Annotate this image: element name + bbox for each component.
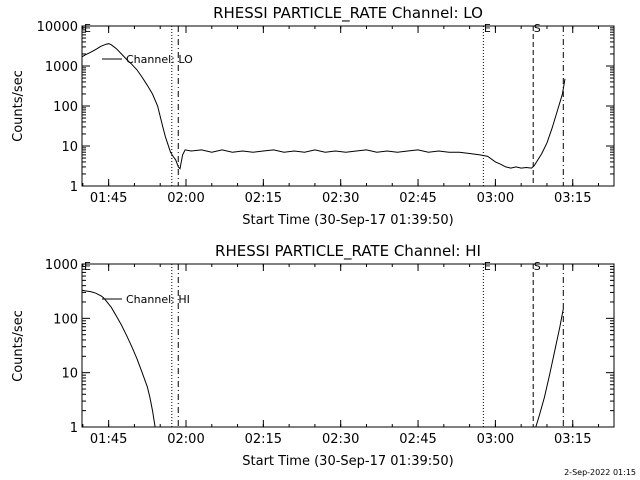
event-marker-label: S <box>534 22 541 35</box>
y-tick-label: 10 <box>61 367 78 382</box>
x-tick-label: 02:15 <box>245 191 282 206</box>
y-tick-label: 10 <box>61 140 78 155</box>
event-marker-label: E <box>484 22 491 35</box>
y-tick-label: 1 <box>70 421 78 436</box>
y-tick-label: 100 <box>53 100 78 115</box>
event-marker-label: S <box>534 260 541 273</box>
event-marker-label: E <box>84 22 91 35</box>
series-layer <box>81 289 564 428</box>
tick-layer: 01:45 02:00 02:15 02:30 02:45 03:00 03:15 1 10 10… <box>37 20 614 206</box>
y-tick-label: 1000 <box>45 258 78 273</box>
legend-label: Channel: HI <box>126 293 190 306</box>
lo-channel-panel: RHESSI PARTICLE_RATE Channel: LO 01:45 02… <box>11 4 615 228</box>
render-timestamp: 2-Sep-2022 01:15 <box>564 468 636 477</box>
x-tick-label: 01:45 <box>90 432 127 447</box>
x-axis-label: Start Time (30-Sep-17 01:39:50) <box>242 213 453 228</box>
legend-label: Channel: LO <box>126 53 193 66</box>
x-tick-label: 02:00 <box>167 432 204 447</box>
chart-title: RHESSI PARTICLE_RATE Channel: LO <box>213 4 483 23</box>
tick-layer: 01:45 02:00 02:15 02:30 02:45 03:00 03:15 1 10 10… <box>45 258 614 447</box>
event-marker-label: E <box>84 260 91 273</box>
series-layer <box>81 43 566 170</box>
x-axis-label: Start Time (30-Sep-17 01:39:50) <box>242 454 453 469</box>
series-line <box>81 43 566 170</box>
x-tick-label: 02:15 <box>245 432 282 447</box>
y-tick-label: 100 <box>53 312 78 327</box>
event-marker-label: E <box>484 260 491 273</box>
x-tick-label: 02:30 <box>322 432 359 447</box>
plot-frame <box>81 263 615 428</box>
x-tick-label: 03:15 <box>554 432 591 447</box>
x-tick-label: 02:45 <box>399 191 436 206</box>
y-tick-label: 1000 <box>45 60 78 75</box>
chart-title: RHESSI PARTICLE_RATE Channel: HI <box>215 242 481 261</box>
hi-channel-panel: RHESSI PARTICLE_RATE Channel: HI 01:45 02… <box>11 242 615 469</box>
y-axis-label: Counts/sec <box>11 70 26 142</box>
series-line <box>81 289 156 428</box>
x-tick-label: 03:15 <box>554 191 591 206</box>
y-axis-label: Counts/sec <box>11 310 26 382</box>
y-tick-label: 1 <box>70 180 78 195</box>
series-line <box>535 308 564 428</box>
y-tick-label: 10000 <box>37 20 78 35</box>
x-tick-label: 02:45 <box>399 432 436 447</box>
x-tick-label: 03:00 <box>477 191 514 206</box>
x-tick-label: 02:00 <box>167 191 204 206</box>
x-tick-label: 01:45 <box>90 191 127 206</box>
x-tick-label: 02:30 <box>322 191 359 206</box>
x-tick-label: 03:00 <box>477 432 514 447</box>
